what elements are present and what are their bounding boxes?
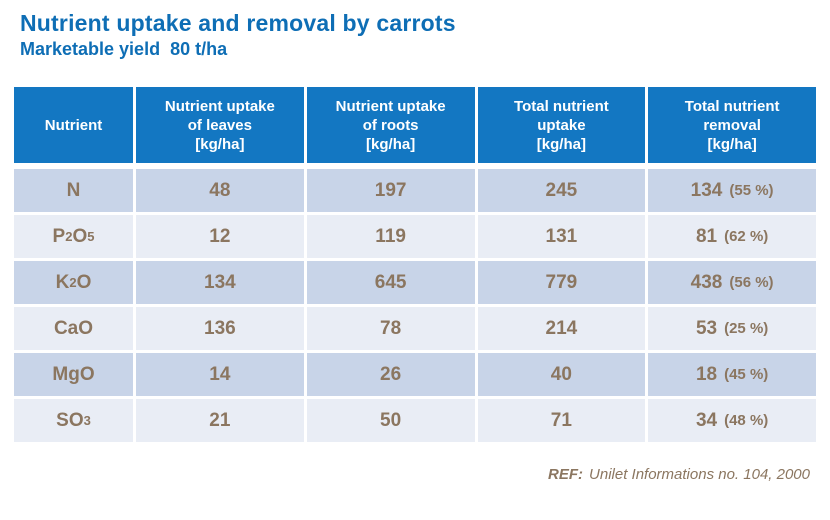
table-row: N 48 197 245 134 (55 %) bbox=[14, 169, 816, 212]
table-body: N 48 197 245 134 (55 %) P 2 O 5 12 119 131 81 (62 %) K 2… bbox=[14, 169, 816, 442]
table-header-row: Nutrient Nutrient uptake of leaves [kg/h… bbox=[14, 87, 816, 163]
cell-uptake-leaves: 14 bbox=[136, 353, 304, 396]
cell-uptake-roots: 197 bbox=[306, 169, 475, 212]
cell-total-uptake: 71 bbox=[477, 399, 646, 442]
cell-nutrient: CaO bbox=[14, 307, 133, 350]
cell-total-uptake: 40 bbox=[477, 353, 646, 396]
cell-uptake-leaves: 48 bbox=[136, 169, 304, 212]
cell-uptake-roots: 645 bbox=[306, 261, 475, 304]
table-row: SO 3 21 50 71 34 (48 %) bbox=[14, 399, 816, 442]
col-header-uptake-leaves: Nutrient uptake of leaves [kg/ha] bbox=[136, 87, 304, 163]
cell-uptake-roots: 78 bbox=[306, 307, 475, 350]
cell-total-removal: 81 (62 %) bbox=[648, 215, 816, 258]
cell-total-removal: 18 (45 %) bbox=[648, 353, 816, 396]
cell-uptake-leaves: 21 bbox=[136, 399, 304, 442]
table-row: P 2 O 5 12 119 131 81 (62 %) bbox=[14, 215, 816, 258]
cell-uptake-leaves: 12 bbox=[136, 215, 304, 258]
cell-total-uptake: 131 bbox=[477, 215, 646, 258]
col-header-uptake-roots: Nutrient uptake of roots [kg/ha] bbox=[306, 87, 475, 163]
cell-nutrient: N bbox=[14, 169, 133, 212]
cell-uptake-leaves: 136 bbox=[136, 307, 304, 350]
col-header-nutrient: Nutrient bbox=[14, 87, 133, 163]
cell-uptake-roots: 119 bbox=[306, 215, 475, 258]
cell-nutrient: MgO bbox=[14, 353, 133, 396]
page-subtitle: Marketable yield 80 t/ha bbox=[20, 39, 228, 59]
reference-note: REF: Unilet Informations no. 104, 2000 bbox=[548, 466, 810, 483]
table-row: MgO 14 26 40 18 (45 %) bbox=[14, 353, 816, 396]
cell-total-uptake: 779 bbox=[477, 261, 646, 304]
ref-text: Unilet Informations no. 104, 2000 bbox=[589, 466, 810, 483]
nutrient-table: Nutrient Nutrient uptake of leaves [kg/h… bbox=[14, 87, 816, 442]
cell-uptake-roots: 50 bbox=[306, 399, 475, 442]
cell-total-removal: 53 (25 %) bbox=[648, 307, 816, 350]
table-row: K 2 O 134 645 779 438 (56 %) bbox=[14, 261, 816, 304]
cell-uptake-leaves: 134 bbox=[136, 261, 304, 304]
col-header-total-uptake: Total nutrient uptake [kg/ha] bbox=[477, 87, 646, 163]
cell-total-removal: 34 (48 %) bbox=[648, 399, 816, 442]
cell-total-uptake: 245 bbox=[477, 169, 646, 212]
cell-uptake-roots: 26 bbox=[306, 353, 475, 396]
cell-total-removal: 134 (55 %) bbox=[648, 169, 816, 212]
cell-nutrient: SO 3 bbox=[14, 399, 133, 442]
cell-total-uptake: 214 bbox=[477, 307, 646, 350]
table-row: CaO 136 78 214 53 (25 %) bbox=[14, 307, 816, 350]
col-header-total-removal: Total nutrient removal [kg/ha] bbox=[648, 87, 816, 163]
ref-label: REF: bbox=[548, 466, 584, 483]
cell-total-removal: 438 (56 %) bbox=[648, 261, 816, 304]
page-title: Nutrient uptake and removal by carrots bbox=[20, 10, 456, 36]
